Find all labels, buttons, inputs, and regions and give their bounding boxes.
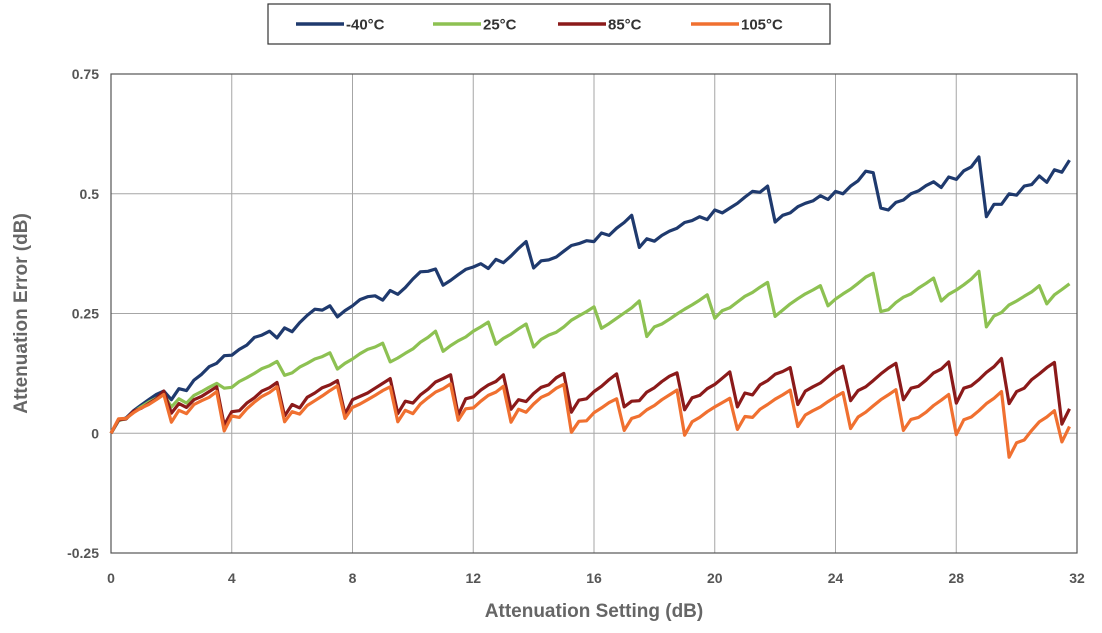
y-tick-label: 0.5: [80, 186, 100, 202]
x-tick-label: 16: [586, 570, 602, 586]
x-tick-label: 12: [465, 570, 481, 586]
x-tick-label: 4: [228, 570, 236, 586]
legend: -40°C 25°C 85°C 105°C: [267, 3, 831, 45]
gridlines: [110, 73, 1078, 554]
series-line-105c: [109, 382, 1071, 459]
legend-label: -40°C: [346, 17, 385, 34]
y-axis-title: Attenuation Error (dB): [11, 213, 32, 414]
y-tick-label: 0.25: [72, 306, 99, 322]
x-tick-label: 32: [1069, 570, 1085, 586]
y-tick-label: -0.25: [67, 545, 99, 561]
x-tick-label: 24: [828, 570, 844, 586]
x-tick-label: 28: [948, 570, 964, 586]
x-axis-title: Attenuation Setting (dB): [485, 601, 703, 622]
series-line-85c: [109, 356, 1071, 435]
x-tick-label: 8: [349, 570, 357, 586]
series-line-25c: [109, 269, 1071, 435]
legend-label: 25°C: [483, 17, 517, 34]
x-tick-label: 20: [707, 570, 723, 586]
y-tick-label: 0.75: [72, 66, 99, 82]
x-axis-tick-labels: 0 4 8 12 16 20 24 28 32: [107, 570, 1085, 586]
plot-area-frame: [110, 73, 1078, 554]
series-layer: [109, 155, 1071, 459]
x-tick-label: 0: [107, 570, 115, 586]
y-tick-label: 0: [91, 425, 99, 441]
legend-label: 105°C: [741, 17, 783, 34]
series-line--40c: [109, 155, 1071, 435]
y-axis-tick-labels: -0.25 0 0.25 0.5 0.75: [67, 66, 99, 561]
legend-label: 85°C: [608, 17, 642, 34]
